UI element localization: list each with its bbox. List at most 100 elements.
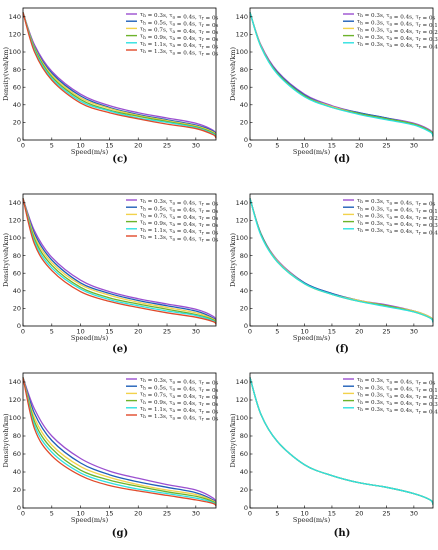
legend-entry: τh = 0.3s, τa = 0.4s, τr = 0.2s [357,391,438,401]
x-tick-label: 5 [275,142,279,150]
y-tick-label: 0 [17,136,21,144]
y-axis-label: Density(veh/km) [229,233,237,287]
x-tick-label: 20 [355,328,363,336]
x-tick-label: 0 [248,142,252,150]
x-tick-label: 30 [410,142,418,150]
series-line [22,377,217,507]
plot-frame [22,372,217,509]
x-axis-label: Speed(m/s) [293,516,331,524]
x-tick-label: 10 [300,142,308,150]
x-tick-label: 15 [105,328,113,336]
y-tick-label: 0 [17,504,21,512]
x-tick-label: 25 [163,328,171,336]
legend-entry: τh = 1.3s, τa = 0.4s, τr = 0s [140,234,219,244]
y-tick-label: 60 [13,83,21,91]
x-axis-label: Speed(m/s) [71,148,109,156]
legend-entry: τh = 0.5s, τa = 0.4s, τr = 0s [140,205,219,215]
legend-entry: τh = 0.3s, τa = 0.4s, τr = 0s [357,377,436,387]
y-tick-label: 80 [240,66,248,74]
legend-entry: τh = 0.9s, τa = 0.4s, τr = 0s [140,220,219,230]
y-tick-label: 40 [13,101,21,109]
series-group [249,198,434,323]
legend-entry: τh = 0.7s, τa = 0.4s, τr = 0s [140,391,219,401]
panel-label: (d) [334,154,350,165]
series-line [22,377,217,505]
x-tick-label: 25 [163,510,171,518]
series-line [249,198,434,323]
y-tick-label: 0 [17,322,21,330]
chart-panel: 0 5 10 15 20 25 30 0 20 40 60 80 100 120 140 Speed(m/s)… [229,7,438,165]
x-tick-label: 5 [50,328,54,336]
y-tick-label: 100 [236,414,248,422]
x-tick-label: 30 [192,510,200,518]
series-line [22,198,217,323]
x-tick-label: 5 [50,142,54,150]
panel-label: (g) [112,528,128,539]
series-group [22,198,217,325]
y-tick-label: 20 [13,305,21,313]
y-tick-label: 140 [9,199,21,207]
legend-entry: τh = 0.3s, τa = 0.4s, τr = 0s [357,198,436,208]
x-tick-label: 20 [134,510,142,518]
chart-panel: 0 5 10 15 20 25 30 0 20 40 60 80 100 120 140 Speed(m/s)… [2,193,219,355]
y-tick-label: 80 [13,66,21,74]
series-line [22,12,217,138]
series-line [22,377,217,506]
x-tick-label: 15 [105,510,113,518]
y-tick-label: 40 [13,287,21,295]
x-tick-label: 0 [248,328,252,336]
legend-entry: τh = 0.7s, τa = 0.4s, τr = 0s [140,26,219,36]
legend-entry: τh = 0.3s, τa = 0.4s, τr = 0.1s [357,205,438,215]
y-tick-label: 40 [240,101,248,109]
y-tick-label: 140 [236,199,248,207]
y-tick-label: 140 [236,378,248,386]
y-tick-label: 140 [9,378,21,386]
series-group [249,12,434,137]
x-tick-label: 15 [328,328,336,336]
x-tick-label: 0 [21,510,25,518]
y-axis-label: Density(veh/km) [229,413,237,467]
y-tick-label: 100 [9,234,21,242]
y-tick-label: 120 [9,217,21,225]
x-tick-label: 10 [76,328,84,336]
legend-entry: τh = 0.7s, τa = 0.4s, τr = 0s [140,212,219,222]
x-tick-label: 10 [300,328,308,336]
y-tick-label: 0 [244,504,248,512]
y-tick-label: 60 [240,83,248,91]
legend-entry: τh = 0.9s, τa = 0.4s, τr = 0s [140,399,219,409]
x-axis-label: Speed(m/s) [71,334,109,342]
series-line [249,377,434,505]
plot-frame [249,372,434,509]
legend-entry: τh = 1.3s, τa = 0.4s, τr = 0s [140,48,219,58]
y-tick-label: 60 [240,269,248,277]
legend-entry: τh = 0.5s, τa = 0.4s, τr = 0s [140,19,219,29]
x-tick-label: 20 [355,510,363,518]
x-tick-label: 25 [382,328,390,336]
y-tick-label: 20 [240,305,248,313]
series-line [249,12,434,137]
y-tick-label: 80 [13,252,21,260]
legend-entry: τh = 0.3s, τa = 0.4s, τr = 0.3s [357,220,438,230]
series-line [22,198,217,324]
y-tick-label: 80 [240,432,248,440]
x-tick-label: 25 [382,510,390,518]
legend-entry: τh = 0.3s, τa = 0.4s, τr = 0.4s [357,227,438,237]
legend-entry: τh = 0.3s, τa = 0.4s, τr = 0.1s [357,384,438,394]
series-group [249,377,434,505]
legend-entry: τh = 1.3s, τa = 0.4s, τr = 0s [140,413,219,423]
x-tick-label: 25 [382,142,390,150]
series-line [22,377,217,505]
chart-panel: 0 5 10 15 20 25 30 0 20 40 60 80 100 120 140 Speed(m/s)… [2,7,219,165]
y-tick-label: 20 [13,486,21,494]
x-tick-label: 20 [134,142,142,150]
x-tick-label: 10 [76,510,84,518]
series-line [22,12,217,139]
x-tick-label: 15 [328,142,336,150]
legend-entry: τh = 1.1s, τa = 0.4s, τr = 0s [140,227,219,237]
y-tick-label: 100 [236,48,248,56]
x-axis-label: Speed(m/s) [293,148,331,156]
legend-entry: τh = 0.3s, τa = 0.4s, τr = 0.2s [357,26,438,36]
legend-entry: τh = 1.1s, τa = 0.4s, τr = 0s [140,406,219,416]
